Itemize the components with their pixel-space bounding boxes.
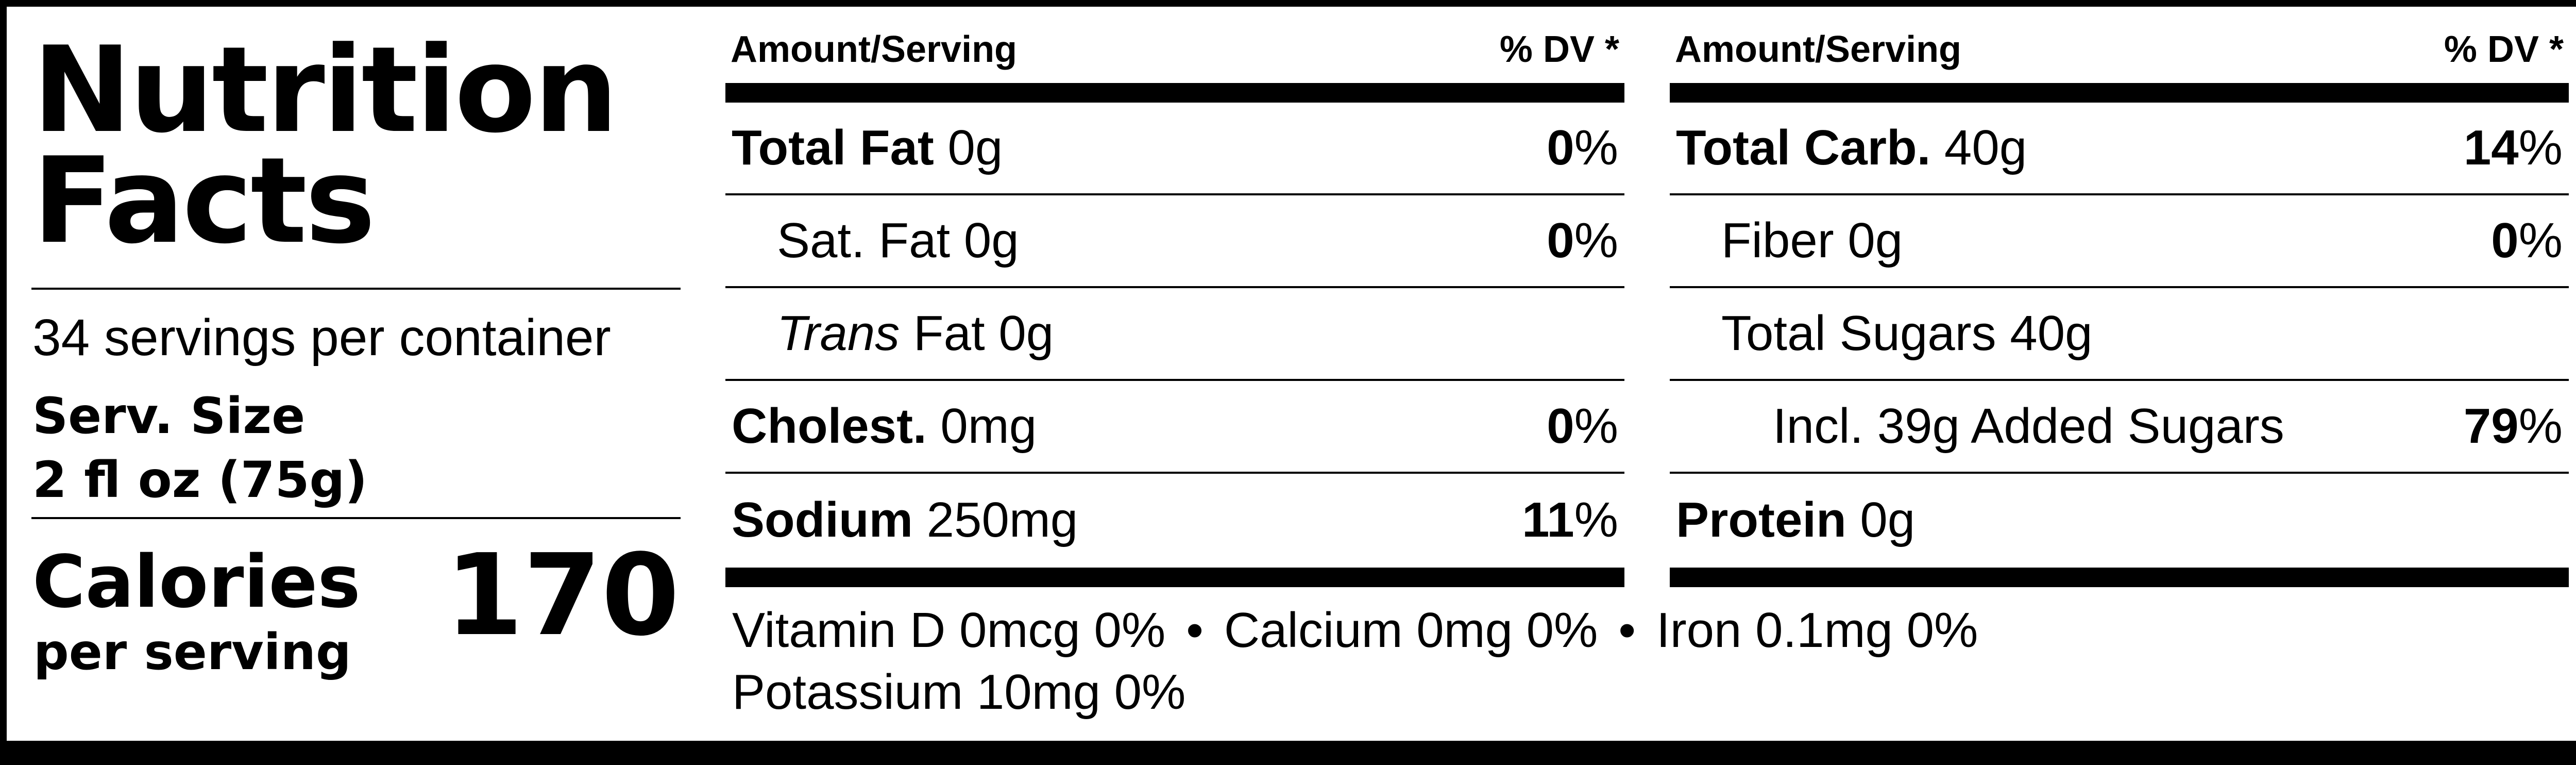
calories-label: Calories [32, 540, 361, 624]
nutrient-name: Sodium [732, 492, 913, 547]
amount-serving-header: Amount/Serving [731, 29, 1018, 70]
dv-header: % DV * [1499, 29, 1619, 70]
nutrition-label: Nutrition Facts 34 servings per containe… [7, 7, 2576, 741]
iron: Iron 0.1mg 0% [1656, 603, 1978, 658]
nutrient-name: Cholest. [732, 398, 927, 454]
calories-value: 170 [445, 530, 680, 661]
nutrient-name: Protein [1676, 492, 1846, 547]
nutrient-column-1: Amount/Serving % DV * Total Fat 0g 0% Sa… [725, 7, 1624, 600]
amount-serving-header: Amount/Serving [1675, 29, 1962, 70]
nutrient-name: Sat. Fat [777, 213, 951, 268]
label-title: Nutrition Facts [32, 22, 618, 270]
nutrient-row-total-carb: Total Carb. 40g 14% [1670, 103, 2569, 195]
vitamin-d: Vitamin D 0mcg 0% [732, 603, 1166, 658]
nutrient-amount: Fat 0g [913, 306, 1054, 361]
nutrient-row-fiber: Fiber 0g 0% [1670, 195, 2569, 288]
nutrient-row-sat-fat: Sat. Fat 0g 0% [725, 195, 1624, 288]
nutrient-row-trans-fat: Trans Fat 0g [725, 288, 1624, 381]
separator-dot: • [1618, 603, 1636, 658]
daily-value: 0% [1547, 213, 1618, 268]
serving-size-label: Serv. Size [32, 387, 306, 445]
nutrient-column-2: Amount/Serving % DV * Total Carb. 40g 14… [1670, 7, 2569, 600]
daily-value: 11% [1522, 492, 1618, 547]
nutrient-amount: 0g [1848, 213, 1903, 268]
vitamins-minerals: Vitamin D 0mcg 0% • Calcium 0mg 0% • Iron 0.… [732, 600, 2535, 723]
daily-value: 0% [2491, 213, 2563, 268]
potassium: Potassium 10mg 0% [732, 664, 1186, 720]
nutrient-row-sodium: Sodium 250mg 11% [725, 474, 1624, 567]
nutrient-amount: 0mg [940, 398, 1037, 454]
title-line-facts: Facts [32, 132, 376, 270]
column-header: Amount/Serving % DV * [1675, 26, 2564, 73]
nutrient-row-total-fat: Total Fat 0g 0% [725, 103, 1624, 195]
thick-divider [1670, 568, 2569, 587]
nutrient-row-cholesterol: Cholest. 0mg 0% [725, 381, 1624, 474]
nutrient-name: Total Fat [732, 120, 934, 175]
per-serving-label: per serving [33, 623, 351, 681]
nutrient-name: Total Carb. [1676, 120, 1931, 175]
column-header: Amount/Serving % DV * [731, 26, 1619, 73]
serving-size: Serv. Size 2 fl oz (75g) [32, 384, 367, 512]
nutrient-name: Fiber [1721, 213, 1834, 268]
nutrient-row-protein: Protein 0g [1670, 474, 2569, 567]
nutrient-row-total-sugars: Total Sugars 40g [1670, 288, 2569, 381]
thick-divider [725, 83, 1624, 103]
calcium: Calcium 0mg 0% [1224, 603, 1598, 658]
daily-value: 0% [1547, 398, 1618, 454]
label-summary: Nutrition Facts 34 servings per containe… [31, 7, 681, 741]
separator-dot: • [1186, 603, 1204, 658]
nutrient-name: Incl. 39g Added Sugars [1773, 398, 2284, 454]
nutrient-name: Total Sugars [1721, 306, 1996, 361]
daily-value: 0% [1547, 120, 1618, 175]
daily-value: 79% [2463, 398, 2563, 454]
thick-divider [1670, 83, 2569, 103]
servings-per-container: 34 servings per container [32, 309, 611, 367]
nutrient-amount: 40g [1944, 120, 2027, 175]
daily-value: 14% [2463, 120, 2563, 175]
nutrient-amount: 0g [947, 120, 1003, 175]
title-line-nutrition: Nutrition [32, 22, 618, 159]
nutrient-amount: 0g [1860, 492, 1916, 547]
dv-header: % DV * [2444, 29, 2564, 70]
divider [31, 288, 681, 290]
divider [31, 517, 681, 519]
nutrient-amount: 0g [963, 213, 1019, 268]
nutrient-name: Trans [777, 306, 900, 361]
vitamins-line-1: Vitamin D 0mcg 0% • Calcium 0mg 0% • Iron 0.… [732, 600, 2535, 661]
thick-divider [725, 568, 1624, 587]
nutrient-row-added-sugars: Incl. 39g Added Sugars 79% [1670, 381, 2569, 474]
nutrient-amount: 40g [2010, 306, 2093, 361]
serving-size-value: 2 fl oz (75g) [32, 451, 368, 509]
nutrient-amount: 250mg [926, 492, 1078, 547]
